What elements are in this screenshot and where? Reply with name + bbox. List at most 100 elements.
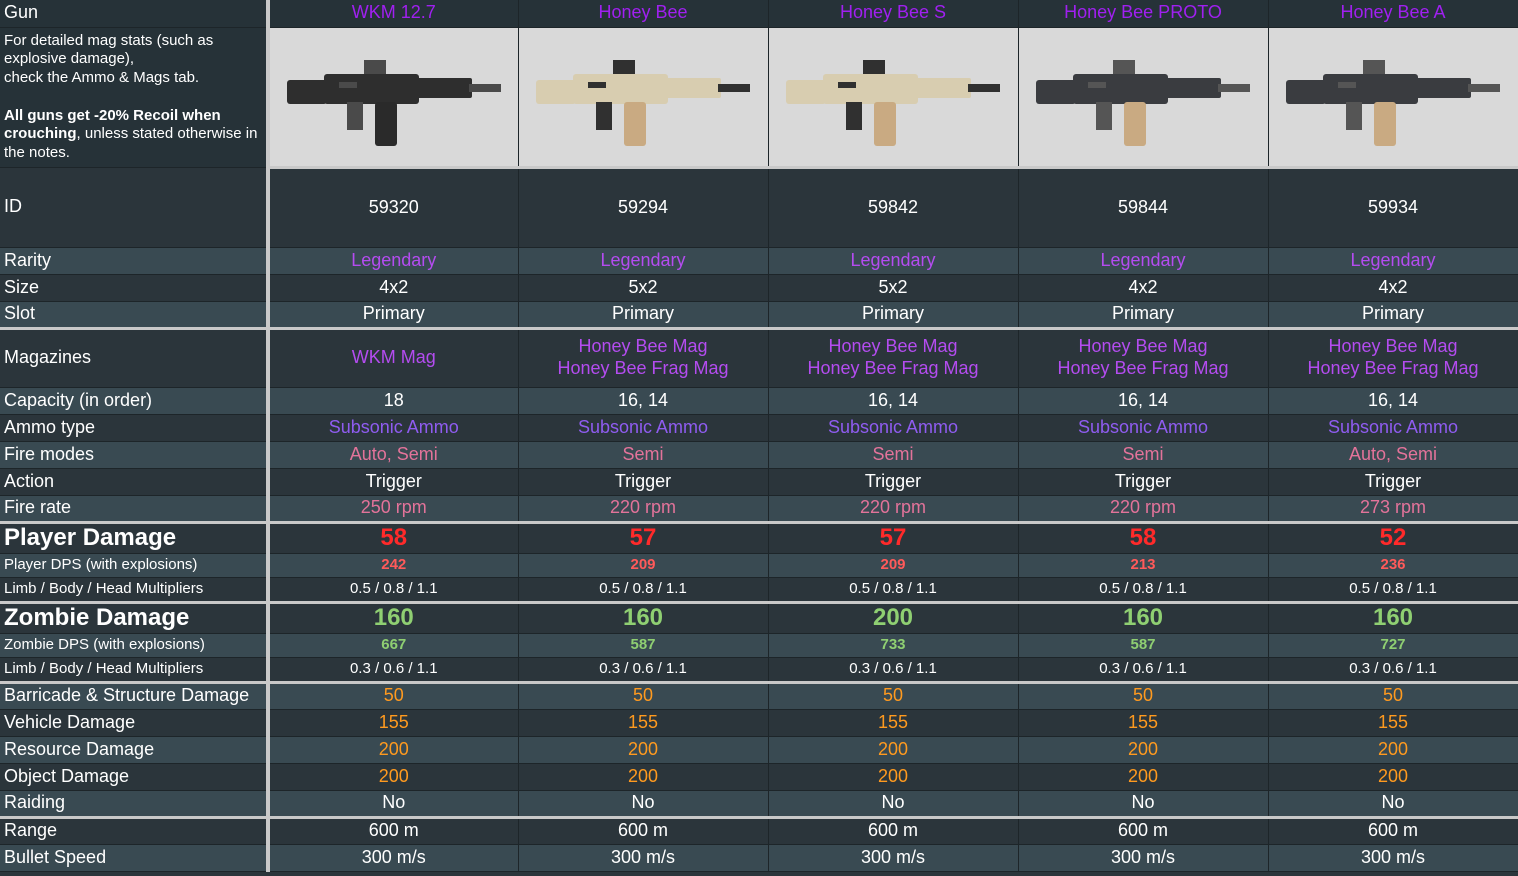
range-cell: 600 m [768,817,1019,845]
object-label: Object Damage [0,763,270,791]
player-damage-value: 57 [879,523,907,551]
zombie-dps-cell: 587 [1018,633,1269,658]
barricade-value: 50 [1382,685,1404,706]
range-cell: 600 m [1268,817,1518,845]
barricade-cell: 50 [1018,682,1269,710]
vehicle-cell: 155 [518,709,769,737]
rarity-cell: Legendary [1268,247,1518,275]
gun-image-cell [1018,27,1269,169]
fire-rate-cell: 273 rpm [1268,495,1518,524]
barricade-value: 50 [632,685,654,706]
player-mult-value: 0.5 / 0.8 / 1.1 [849,580,937,597]
vehicle-cell: 155 [268,709,519,737]
zombie-damage-label: Zombie Damage [0,602,270,634]
gun-image [286,59,501,146]
zombie-dps-value: 587 [1130,636,1156,653]
gun-name-value: Honey Bee S [839,2,947,23]
bullet-speed-cell: 300 m/s [768,844,1019,872]
object-label-text: Object Damage [4,765,130,786]
fire-modes-label-text: Fire modes [4,443,95,464]
size-value: 5x2 [628,276,658,297]
zombie-dps-value: 733 [880,636,906,653]
vehicle-value: 155 [877,711,909,732]
gun-image [786,59,1000,146]
player-damage-cell: 58 [1018,522,1269,554]
zombie-dps-cell: 733 [768,633,1019,658]
bullet-speed-cell: 300 m/s [268,844,519,872]
size-cell: 4x2 [1268,274,1518,302]
player-dps-value: 236 [1380,556,1406,573]
bullet-speed-value: 300 m/s [1360,846,1426,867]
barricade-cell: 50 [518,682,769,710]
fire-rate-cell: 220 rpm [768,495,1019,524]
object-value: 200 [1127,765,1159,786]
size-label-text: Size [4,276,40,297]
resource-value: 200 [1127,738,1159,759]
id-cell: 59844 [1018,167,1269,248]
rarity-cell: Legendary [518,247,769,275]
zombie-damage-label-text: Zombie Damage [4,603,190,631]
magazine-1: Honey Bee Mag [1328,336,1458,357]
gun-name-cell: Honey Bee S [768,0,1019,28]
gun-name-value: Honey Bee A [1340,2,1446,23]
resource-value: 200 [378,738,409,759]
zombie-dps-label-text: Zombie DPS (with explosions) [4,636,205,653]
range-value: 600 m [368,820,419,841]
id-cell: 59842 [768,167,1019,248]
magazines-cell: Honey Bee Mag Honey Bee Frag Mag [1018,328,1269,388]
bullet-speed-label-text: Bullet Speed [4,846,107,867]
vehicle-cell: 155 [1018,709,1269,737]
player-damage-value: 57 [629,523,657,551]
fire-modes-value: Semi [872,443,914,464]
player-damage-value: 58 [1129,523,1157,551]
zombie-dps-cell: 667 [268,633,519,658]
player-dps-cell: 209 [518,553,769,578]
bullet-speed-value: 300 m/s [860,846,926,867]
range-cell: 600 m [268,817,519,845]
zombie-damage-cell: 160 [518,602,769,634]
zombie-dps-value: 587 [630,636,656,653]
barricade-value: 50 [383,685,404,706]
player-mult-value: 0.5 / 0.8 / 1.1 [599,580,687,597]
action-cell: Trigger [1268,468,1518,496]
rarity-label-text: Rarity [4,249,52,270]
fire-modes-cell: Auto, Semi [268,441,519,469]
id-value: 59320 [368,196,419,217]
capacity-label: Capacity (in order) [0,387,270,415]
size-cell: 4x2 [1018,274,1269,302]
action-value: Trigger [864,470,922,491]
slot-value: Primary [862,303,924,324]
barricade-value: 50 [882,685,904,706]
magazine-1: Honey Bee Mag [1078,336,1208,357]
magazine-2: Honey Bee Frag Mag [1057,358,1229,378]
gun-image [1036,59,1250,146]
magazines-cell: Honey Bee Mag Honey Bee Frag Mag [518,328,769,388]
ammo-value: Subsonic Ammo [577,416,709,437]
raiding-cell: No [518,790,769,819]
object-cell: 200 [518,763,769,791]
resource-cell: 200 [268,736,519,764]
zombie-dps-cell: 587 [518,633,769,658]
ammo-value: Subsonic Ammo [328,416,459,437]
object-value: 200 [877,765,909,786]
bullet-speed-value: 300 m/s [1110,846,1176,867]
slot-label: Slot [0,301,270,330]
size-cell: 4x2 [268,274,519,302]
ammo-cell: Subsonic Ammo [268,414,519,442]
player-dps-value: 209 [880,556,906,573]
player-dps-value: 213 [1130,556,1156,573]
resource-value: 200 [627,738,659,759]
fire-rate-cell: 220 rpm [518,495,769,524]
player-mult-cell: 0.5 / 0.8 / 1.1 [1268,577,1518,604]
fire-rate-label: Fire rate [0,495,270,524]
action-cell: Trigger [518,468,769,496]
gun-name-value: Honey Bee [598,2,688,23]
size-value: 4x2 [1378,276,1408,297]
info-bold: All guns get -20% Recoil when crouching [4,106,221,143]
magazine-1: Honey Bee Mag [578,336,708,357]
barricade-cell: 50 [1268,682,1518,710]
magazines-cell: Honey Bee Mag Honey Bee Frag Mag [1268,328,1518,388]
barricade-cell: 50 [768,682,1019,710]
action-label-text: Action [4,470,55,491]
capacity-cell: 16, 14 [1018,387,1269,415]
